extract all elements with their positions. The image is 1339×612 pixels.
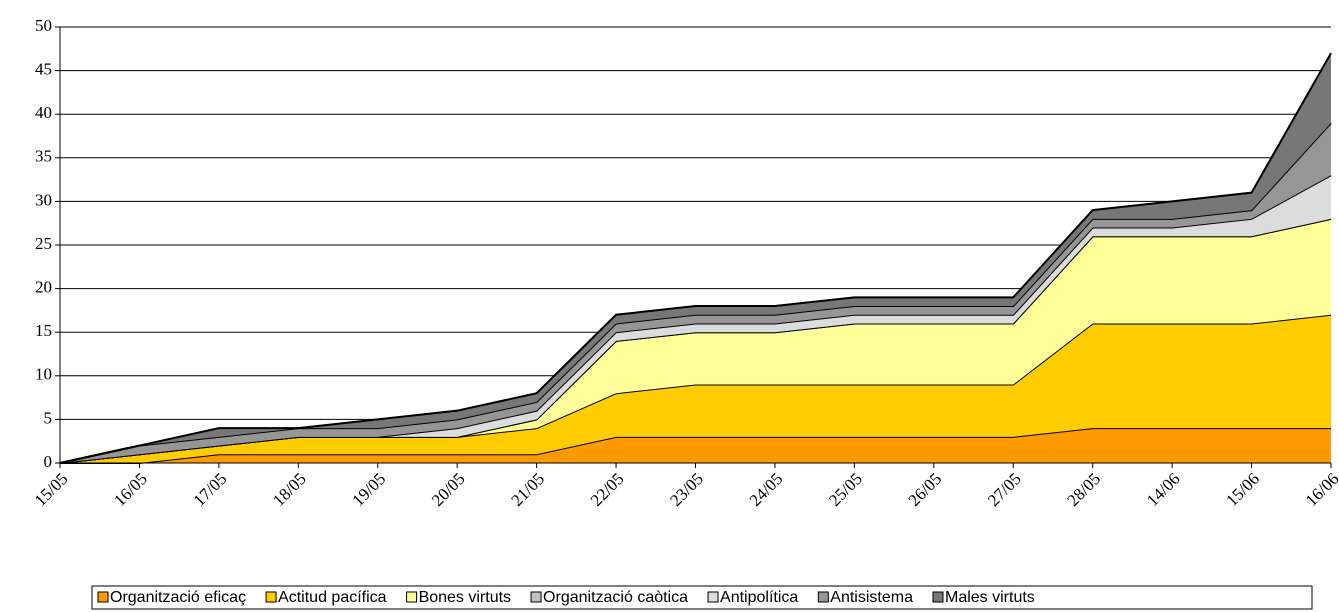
legend-label: Antisistema	[830, 589, 913, 606]
y-tick-label: 30	[35, 190, 52, 209]
legend-box	[91, 585, 1313, 610]
x-tick-label: 16/06	[1302, 469, 1339, 510]
y-tick-label: 45	[35, 60, 52, 79]
legend-swatch	[97, 591, 109, 603]
x-tick-label: 26/05	[905, 469, 946, 510]
legend-label: Organització eficaç	[110, 589, 246, 606]
x-tick-label: 27/05	[984, 469, 1025, 510]
legend-swatch	[707, 591, 719, 603]
x-tick-label: 15/06	[1222, 469, 1263, 510]
y-tick-label: 10	[35, 365, 52, 384]
area-fill	[60, 314, 1331, 463]
y-tick-label: 40	[35, 103, 52, 122]
area-top	[59, 52, 1332, 464]
y-tick-label: 15	[35, 321, 52, 340]
legend-swatch	[817, 591, 829, 603]
y-tick-label: 50	[35, 16, 52, 35]
x-tick-label: 20/05	[428, 469, 469, 510]
legend-label: Males virtuts	[945, 589, 1035, 606]
y-tick-label: 20	[35, 278, 52, 297]
x-tick-label: 14/06	[1143, 469, 1184, 510]
x-tick-label: 17/05	[190, 469, 231, 510]
x-tick-label: 28/05	[1063, 469, 1104, 510]
legend-label: Bones virtuts	[419, 589, 511, 606]
legend-label: Antipolítica	[720, 589, 798, 606]
y-tick-label: 0	[44, 452, 53, 471]
y-tick-label: 35	[35, 147, 52, 166]
legend-swatch	[932, 591, 944, 603]
legend-swatch	[530, 591, 542, 603]
x-tick-label: 24/05	[746, 469, 787, 510]
legend-label: Actitud pacífica	[278, 589, 387, 606]
x-tick-label: 18/05	[269, 469, 310, 510]
x-tick-label: 22/05	[587, 469, 628, 510]
legend-swatch	[406, 591, 418, 603]
area-fill	[60, 218, 1331, 463]
x-tick-label: 15/05	[31, 469, 72, 510]
x-tick-label: 21/05	[507, 469, 548, 510]
y-tick-label: 5	[44, 408, 53, 427]
y-tick-label: 25	[35, 234, 52, 253]
x-tick-label: 25/05	[825, 469, 866, 510]
x-tick-label: 16/05	[110, 469, 151, 510]
x-tick-label: 23/05	[666, 469, 707, 510]
legend-label: Organització caòtica	[543, 589, 688, 606]
x-tick-label: 19/05	[349, 469, 390, 510]
legend-swatch	[265, 591, 277, 603]
